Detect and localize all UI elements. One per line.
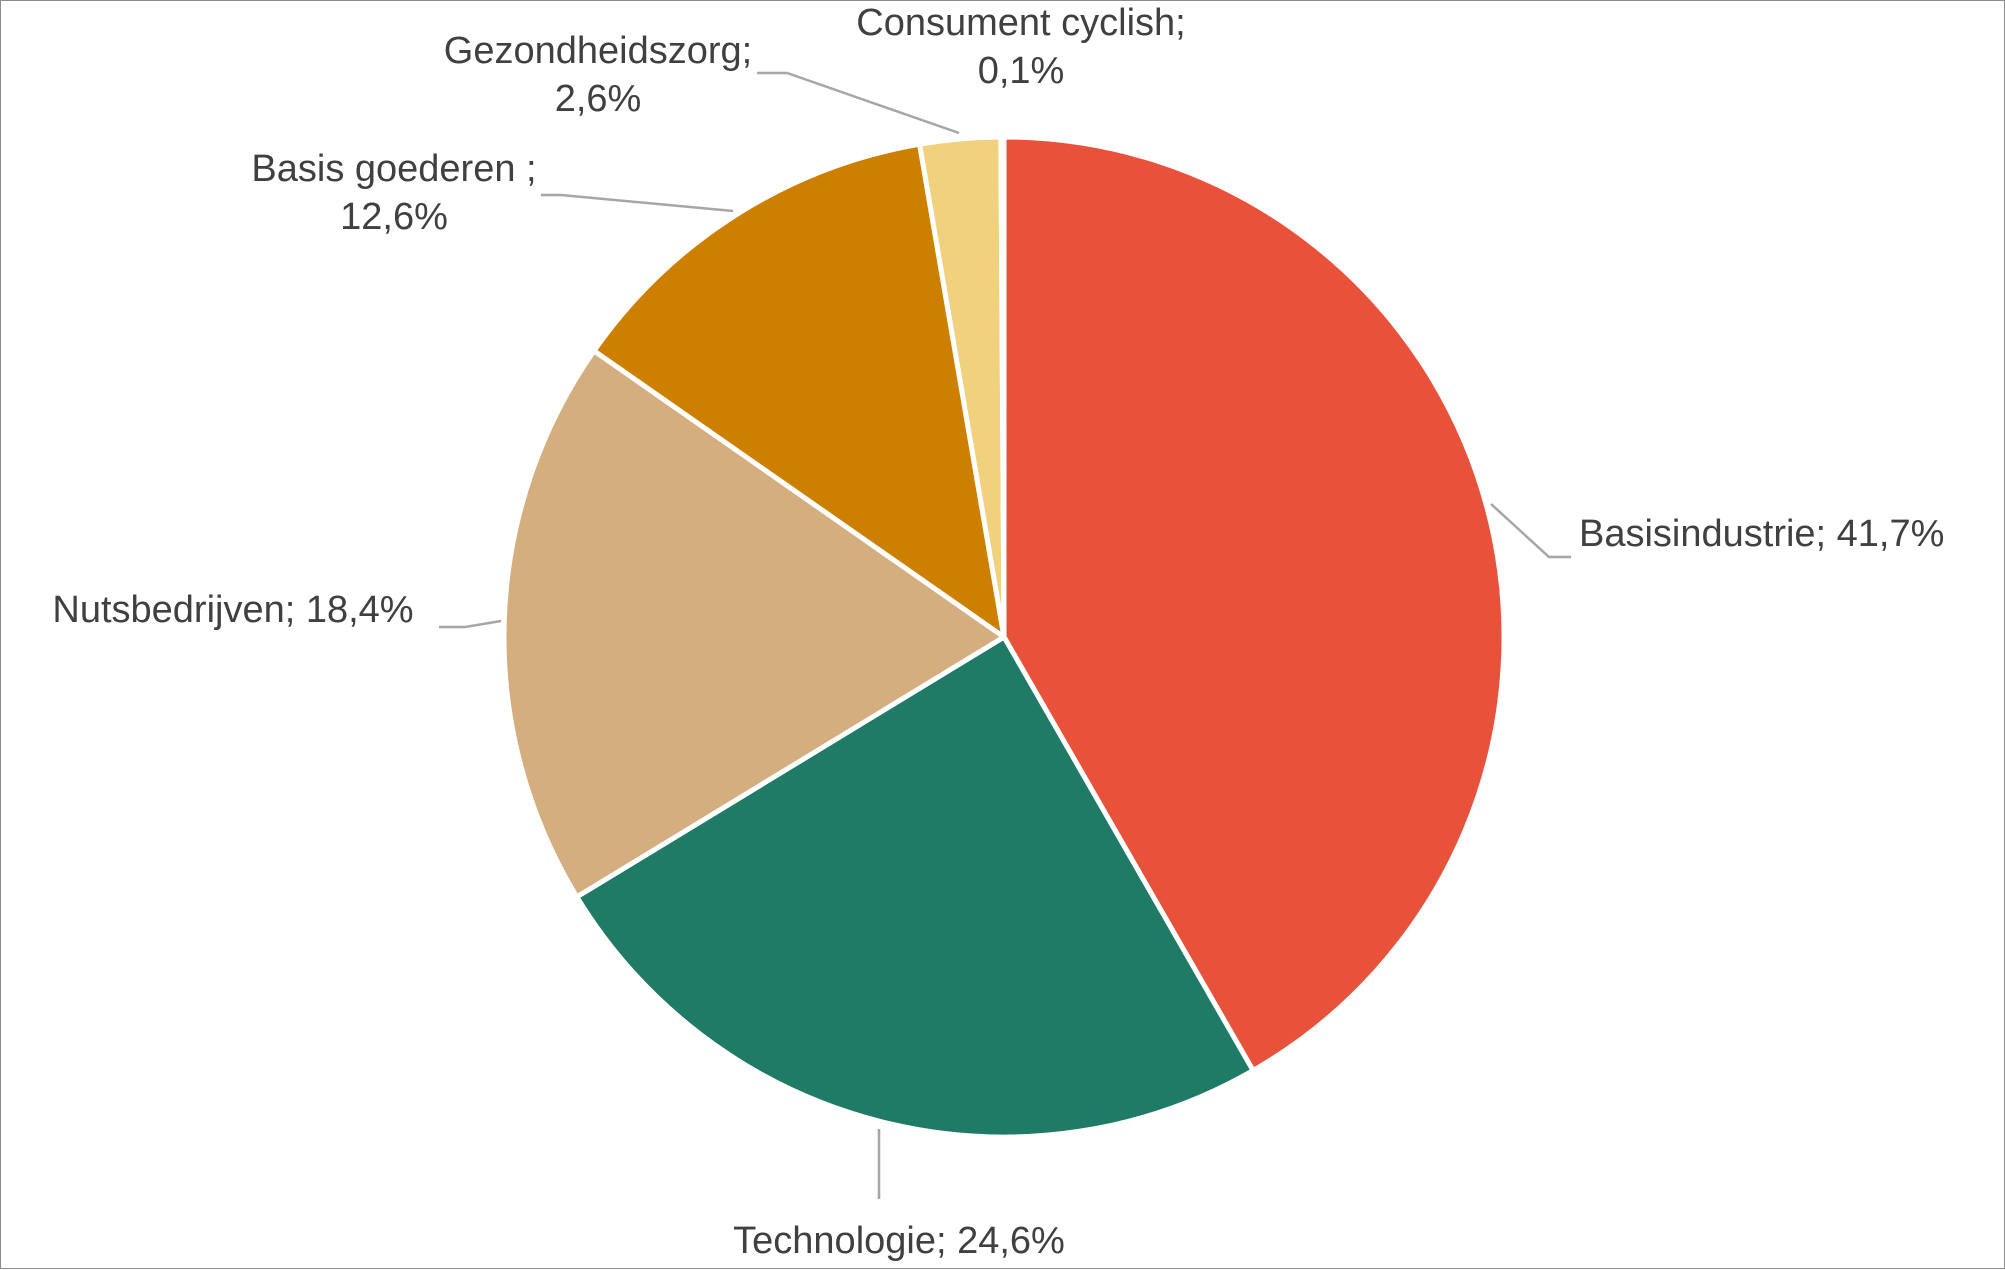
data-label-5: Consument cyclish; 0,1% — [856, 2, 1185, 92]
pie-slice-5 — [998, 134, 1007, 640]
data-label-0-line1: Basisindustrie; 41,7% — [1579, 513, 1944, 555]
data-label-0: Basisindustrie; 41,7% — [1579, 513, 1944, 555]
data-label-1-line1: Technologie; 24,6% — [733, 1220, 1065, 1262]
data-label-3: Basis goederen ; 12,6% — [251, 148, 536, 238]
leader-lines — [439, 71, 1571, 1199]
data-label-5-line2: 0,1% — [978, 50, 1065, 92]
pie-slice-2 — [501, 348, 1007, 900]
data-label-3-line1: Basis goederen ; — [251, 148, 536, 190]
leader-line-3 — [541, 193, 734, 213]
pie-slice-3 — [591, 141, 1007, 640]
data-labels: Basisindustrie; 41,7% Technologie; 24,6% N… — [52, 2, 1944, 1262]
data-label-4-line2: 2,6% — [555, 78, 642, 120]
data-label-1: Technologie; 24,6% — [733, 1220, 1065, 1262]
data-label-4-line1: Gezondheidszorg; — [444, 30, 752, 72]
leader-line-2 — [439, 619, 502, 629]
data-label-2: Nutsbedrijven; 18,4% — [52, 589, 413, 631]
data-label-4: Gezondheidszorg; 2,6% — [444, 30, 752, 120]
leader-line-0 — [1490, 503, 1571, 559]
pie-slice-1 — [574, 634, 1256, 1140]
leader-line-4 — [757, 71, 960, 135]
data-label-5-line1: Consument cyclish; — [856, 2, 1185, 44]
data-label-2-line1: Nutsbedrijven; 18,4% — [52, 589, 413, 631]
data-label-3-line2: 12,6% — [340, 196, 448, 238]
pie-slices — [501, 134, 1507, 1140]
pie-slice-0 — [1001, 134, 1507, 1074]
